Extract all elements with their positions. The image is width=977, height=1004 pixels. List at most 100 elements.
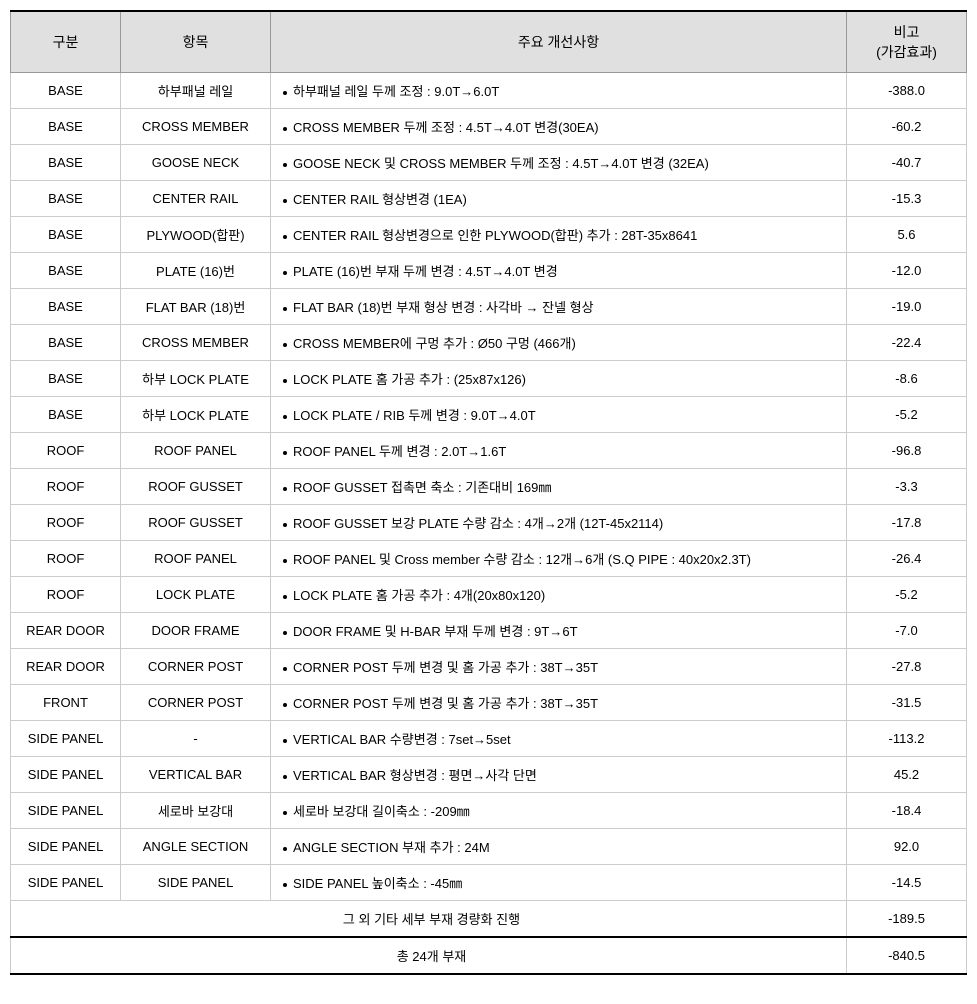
cell-desc: LOCK PLATE 홈 가공 추가 : (25x87x126) (271, 361, 847, 397)
cell-category: FRONT (11, 685, 121, 721)
cell-category: BASE (11, 289, 121, 325)
table-row: BASEFLAT BAR (18)번FLAT BAR (18)번 부재 형상 변… (11, 289, 967, 325)
bullet-icon (283, 235, 287, 239)
cell-category: BASE (11, 217, 121, 253)
cell-desc-text: ROOF GUSSET 보강 PLATE 수량 감소 : 4개→2개 (12T-… (293, 516, 663, 531)
table-row: SIDE PANEL-VERTICAL BAR 수량변경 : 7set→5set… (11, 721, 967, 757)
cell-item: 하부 LOCK PLATE (121, 397, 271, 433)
cell-desc-text: CENTER RAIL 형상변경 (1EA) (293, 192, 467, 207)
cell-item: ROOF PANEL (121, 541, 271, 577)
cell-desc-text: FLAT BAR (18)번 부재 형상 변경 : 사각바 → 잔넬 형상 (293, 300, 594, 315)
cell-desc: LOCK PLATE / RIB 두께 변경 : 9.0T→4.0T (271, 397, 847, 433)
table-row: BASEGOOSE NECK GOOSE NECK 및 CROSS MEMBER … (11, 145, 967, 181)
cell-desc-text: VERTICAL BAR 수량변경 : 7set→5set (293, 732, 511, 747)
cell-item: GOOSE NECK (121, 145, 271, 181)
cell-value: 92.0 (847, 829, 967, 865)
cell-value: -26.4 (847, 541, 967, 577)
table-row: ROOFROOF GUSSETROOF GUSSET 접촉면 축소 : 기존대비… (11, 469, 967, 505)
cell-desc: ROOF PANEL 두께 변경 : 2.0T→1.6T (271, 433, 847, 469)
cell-category: BASE (11, 181, 121, 217)
cell-desc: SIDE PANEL 높이축소 : -45㎜ (271, 865, 847, 901)
cell-desc-text: CENTER RAIL 형상변경으로 인한 PLYWOOD(합판) 추가 : 2… (293, 228, 697, 243)
cell-value: -15.3 (847, 181, 967, 217)
cell-category: SIDE PANEL (11, 865, 121, 901)
cell-value: -14.5 (847, 865, 967, 901)
cell-item: CROSS MEMBER (121, 325, 271, 361)
cell-desc: CROSS MEMBER 두께 조정 : 4.5T→4.0T 변경(30EA) (271, 109, 847, 145)
cell-desc-text: ANGLE SECTION 부재 추가 : 24M (293, 840, 490, 855)
table-row: BASECROSS MEMBERCROSS MEMBER 두께 조정 : 4.5… (11, 109, 967, 145)
cell-value: 45.2 (847, 757, 967, 793)
improvement-table: 구분 항목 주요 개선사항 비고 (가감효과) BASE하부패널 레일하부패널 … (10, 10, 967, 975)
cell-item: CENTER RAIL (121, 181, 271, 217)
table-row: SIDE PANELSIDE PANEL SIDE PANEL 높이축소 : -4… (11, 865, 967, 901)
cell-category: SIDE PANEL (11, 757, 121, 793)
cell-desc: ROOF GUSSET 접촉면 축소 : 기존대비 169㎜ (271, 469, 847, 505)
cell-desc-text: LOCK PLATE 홈 가공 추가 : (25x87x126) (293, 372, 526, 387)
header-value-line2: (가감효과) (876, 44, 937, 60)
header-row: 구분 항목 주요 개선사항 비고 (가감효과) (11, 11, 967, 73)
cell-value: -5.2 (847, 577, 967, 613)
cell-desc: DOOR FRAME 및 H-BAR 부재 두께 변경 : 9T→6T (271, 613, 847, 649)
cell-category: ROOF (11, 577, 121, 613)
cell-category: ROOF (11, 505, 121, 541)
header-value: 비고 (가감효과) (847, 11, 967, 73)
bullet-icon (283, 127, 287, 131)
cell-desc-text: ROOF PANEL 두께 변경 : 2.0T→1.6T (293, 444, 506, 459)
cell-value: -19.0 (847, 289, 967, 325)
cell-desc: VERTICAL BAR 수량변경 : 7set→5set (271, 721, 847, 757)
table-row: SIDE PANEL세로바 보강대세로바 보강대 길이축소 : -209㎜-18… (11, 793, 967, 829)
cell-category: BASE (11, 397, 121, 433)
cell-value: -96.8 (847, 433, 967, 469)
cell-desc-text: VERTICAL BAR 형상변경 : 평면→사각 단면 (293, 768, 537, 783)
cell-value: -40.7 (847, 145, 967, 181)
cell-category: SIDE PANEL (11, 793, 121, 829)
total-row: 총 24개 부재 -840.5 (11, 937, 967, 974)
bullet-icon (283, 811, 287, 815)
table-row: ROOFLOCK PLATELOCK PLATE 홈 가공 추가 : 4개(20… (11, 577, 967, 613)
table-row: ROOFROOF PANELROOF PANEL 두께 변경 : 2.0T→1.… (11, 433, 967, 469)
bullet-icon (283, 271, 287, 275)
cell-item: VERTICAL BAR (121, 757, 271, 793)
cell-item: SIDE PANEL (121, 865, 271, 901)
table-row: SIDE PANELANGLE SECTIONANGLE SECTION 부재 … (11, 829, 967, 865)
cell-desc-text: DOOR FRAME 및 H-BAR 부재 두께 변경 : 9T→6T (293, 624, 578, 639)
total-value: -840.5 (847, 937, 967, 974)
cell-category: BASE (11, 145, 121, 181)
bullet-icon (283, 343, 287, 347)
cell-category: BASE (11, 361, 121, 397)
table-row: BASE하부패널 레일하부패널 레일 두께 조정 : 9.0T→6.0T-388… (11, 73, 967, 109)
cell-value: -60.2 (847, 109, 967, 145)
cell-item: CORNER POST (121, 649, 271, 685)
cell-desc-text: SIDE PANEL 높이축소 : -45㎜ (293, 876, 462, 891)
cell-value: -22.4 (847, 325, 967, 361)
cell-category: BASE (11, 109, 121, 145)
table-row: REAR DOORCORNER POSTCORNER POST 두께 변경 및 … (11, 649, 967, 685)
summary-row: 그 외 기타 세부 부재 경량화 진행 -189.5 (11, 901, 967, 938)
cell-item: PLATE (16)번 (121, 253, 271, 289)
cell-value: -18.4 (847, 793, 967, 829)
cell-category: SIDE PANEL (11, 829, 121, 865)
bullet-icon (283, 559, 287, 563)
cell-item: PLYWOOD(합판) (121, 217, 271, 253)
cell-item: ROOF GUSSET (121, 505, 271, 541)
cell-desc: CENTER RAIL 형상변경으로 인한 PLYWOOD(합판) 추가 : 2… (271, 217, 847, 253)
cell-desc-text: 하부패널 레일 두께 조정 : 9.0T→6.0T (293, 84, 499, 99)
cell-value: -17.8 (847, 505, 967, 541)
cell-desc: CENTER RAIL 형상변경 (1EA) (271, 181, 847, 217)
cell-desc-text: PLATE (16)번 부재 두께 변경 : 4.5T→4.0T 변경 (293, 264, 558, 279)
bullet-icon (283, 703, 287, 707)
cell-desc: 하부패널 레일 두께 조정 : 9.0T→6.0T (271, 73, 847, 109)
cell-desc-text: LOCK PLATE / RIB 두께 변경 : 9.0T→4.0T (293, 408, 536, 423)
cell-item: 하부패널 레일 (121, 73, 271, 109)
cell-desc: PLATE (16)번 부재 두께 변경 : 4.5T→4.0T 변경 (271, 253, 847, 289)
cell-category: BASE (11, 253, 121, 289)
cell-value: -388.0 (847, 73, 967, 109)
cell-desc-text: GOOSE NECK 및 CROSS MEMBER 두께 조정 : 4.5T→4… (293, 156, 709, 171)
cell-desc-text: CORNER POST 두께 변경 및 홈 가공 추가 : 38T→35T (293, 660, 598, 675)
bullet-icon (283, 487, 287, 491)
cell-desc-text: CROSS MEMBER에 구멍 추가 : Ø50 구멍 (466개) (293, 336, 576, 351)
cell-desc: GOOSE NECK 및 CROSS MEMBER 두께 조정 : 4.5T→4… (271, 145, 847, 181)
cell-desc-text: 세로바 보강대 길이축소 : -209㎜ (293, 804, 470, 819)
bullet-icon (283, 163, 287, 167)
